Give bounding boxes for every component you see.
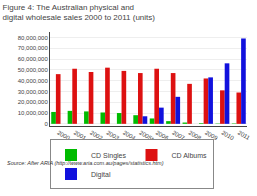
svg-text:2007: 2007 [171,129,186,142]
svg-text:10,000,000: 10,000,000 [18,110,49,116]
svg-text:CD Albums: CD Albums [172,152,208,159]
svg-text:2011: 2011 [237,129,252,141]
svg-text:2009: 2009 [204,129,219,142]
svg-text:2004: 2004 [121,129,137,142]
svg-text:2005*: 2005* [138,129,155,143]
svg-text:40,000,000: 40,000,000 [18,78,49,84]
svg-text:50,000,000: 50,000,000 [18,67,49,73]
svg-text:2003: 2003 [105,129,120,142]
svg-text:70,000,000: 70,000,000 [18,45,49,51]
svg-text:30,000,000: 30,000,000 [18,89,49,95]
svg-text:2001: 2001 [72,129,88,142]
svg-text:0: 0 [44,121,48,127]
svg-text:20,000,000: 20,000,000 [18,99,49,105]
svg-text:Figure 4: The Australian physi: Figure 4: The Australian physical anddig… [3,3,156,22]
svg-text:2008: 2008 [187,129,203,142]
svg-text:Source: After ARIA (http://www: Source: After ARIA (http://www.aria.com.… [7,160,164,166]
svg-text:2006: 2006 [154,129,170,142]
svg-text:60,000,000: 60,000,000 [18,56,49,62]
svg-text:2002: 2002 [89,129,104,142]
svg-text:CD Singles: CD Singles [91,152,127,160]
svg-text:2010: 2010 [220,129,235,141]
svg-text:80,000,000: 80,000,000 [18,35,49,41]
svg-text:Digital: Digital [91,171,111,179]
svg-text:2000: 2000 [56,129,71,142]
